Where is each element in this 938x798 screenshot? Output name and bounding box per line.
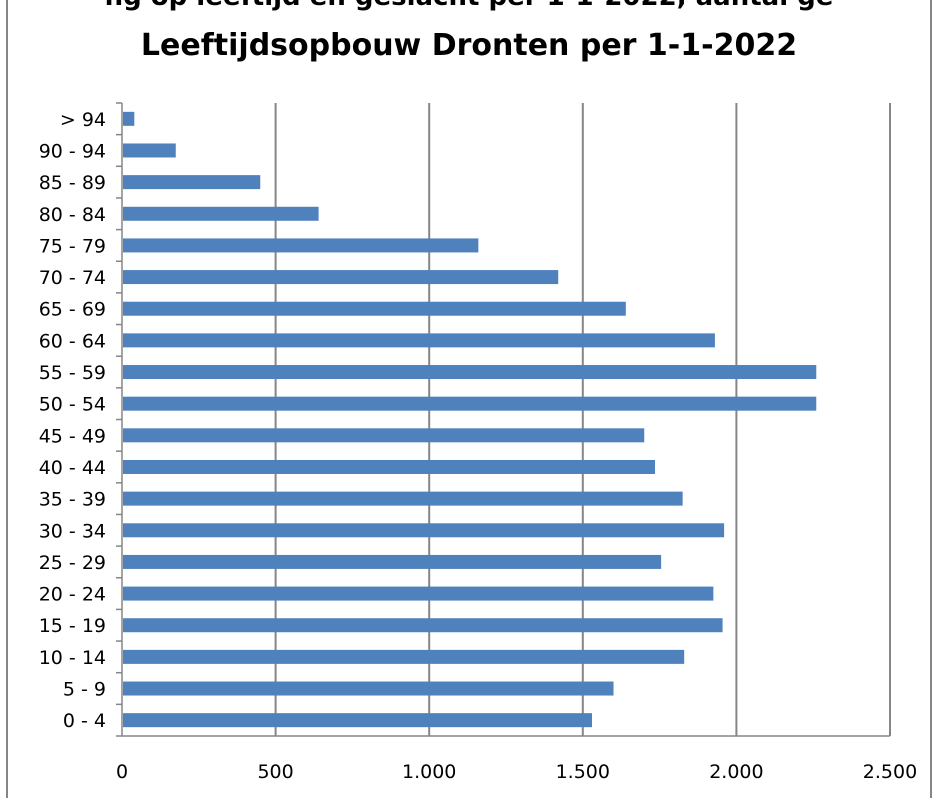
bar-35-39 [123, 491, 683, 506]
x-tick-label: 2.000 [709, 761, 763, 783]
bar-50-54 [123, 396, 817, 411]
y-tick-label: 75 - 79 [39, 235, 106, 257]
y-tick-label: 60 - 64 [39, 330, 106, 352]
bar-5-9 [123, 681, 614, 696]
bar-80-84 [123, 206, 319, 221]
bar-70-74 [123, 270, 559, 285]
y-tick-label: 50 - 54 [39, 394, 106, 416]
bar-45-49 [123, 428, 645, 443]
bar-30-34 [123, 523, 725, 538]
y-tick-label: 0 - 4 [63, 710, 106, 732]
y-tick-label: 40 - 44 [39, 457, 106, 479]
x-tick-label: 2.500 [863, 761, 917, 783]
bar-25-29 [123, 554, 662, 569]
y-tick-label: 85 - 89 [39, 172, 106, 194]
y-tick-label: 25 - 29 [39, 552, 106, 574]
y-tick-label: 20 - 24 [39, 584, 106, 606]
bar-60-64 [123, 333, 715, 348]
y-tick-label: 30 - 34 [39, 520, 106, 542]
y-tick-label: 55 - 59 [39, 362, 106, 384]
y-tick-label: 70 - 74 [39, 267, 106, 289]
bar-90-94 [123, 143, 176, 158]
x-tick-label: 1.000 [402, 761, 456, 783]
y-tick-label: 10 - 14 [39, 647, 106, 669]
y-tick-label: 45 - 49 [39, 425, 106, 447]
bar-0-4 [123, 713, 593, 728]
bar-85-89 [123, 175, 261, 190]
bar-40-44 [123, 459, 655, 474]
bar-20-24 [123, 586, 714, 601]
y-tick-label: 35 - 39 [39, 489, 106, 511]
y-tick-label: 65 - 69 [39, 299, 106, 321]
y-tick-label: 5 - 9 [63, 679, 106, 701]
bar-55-59 [123, 365, 817, 380]
bar-15-19 [123, 618, 723, 633]
y-tick-label: 80 - 84 [39, 204, 106, 226]
y-tick-label: 90 - 94 [39, 140, 106, 162]
chart-title: Leeftijdsopbouw Dronten per 1-1-2022 [140, 28, 798, 63]
bar-75-79 [123, 238, 479, 253]
x-tick-label: 1.500 [556, 761, 610, 783]
y-tick-label: > 94 [60, 109, 106, 131]
partial-heading: ng op leeftijd en geslacht per 1-1-2022,… [0, 0, 938, 12]
y-tick-label: 15 - 19 [39, 615, 106, 637]
bar-10-14 [123, 649, 685, 664]
x-tick-label: 0 [116, 761, 128, 783]
bar-65-69 [123, 301, 626, 316]
x-tick-label: 500 [257, 761, 293, 783]
bar--94 [123, 111, 135, 126]
